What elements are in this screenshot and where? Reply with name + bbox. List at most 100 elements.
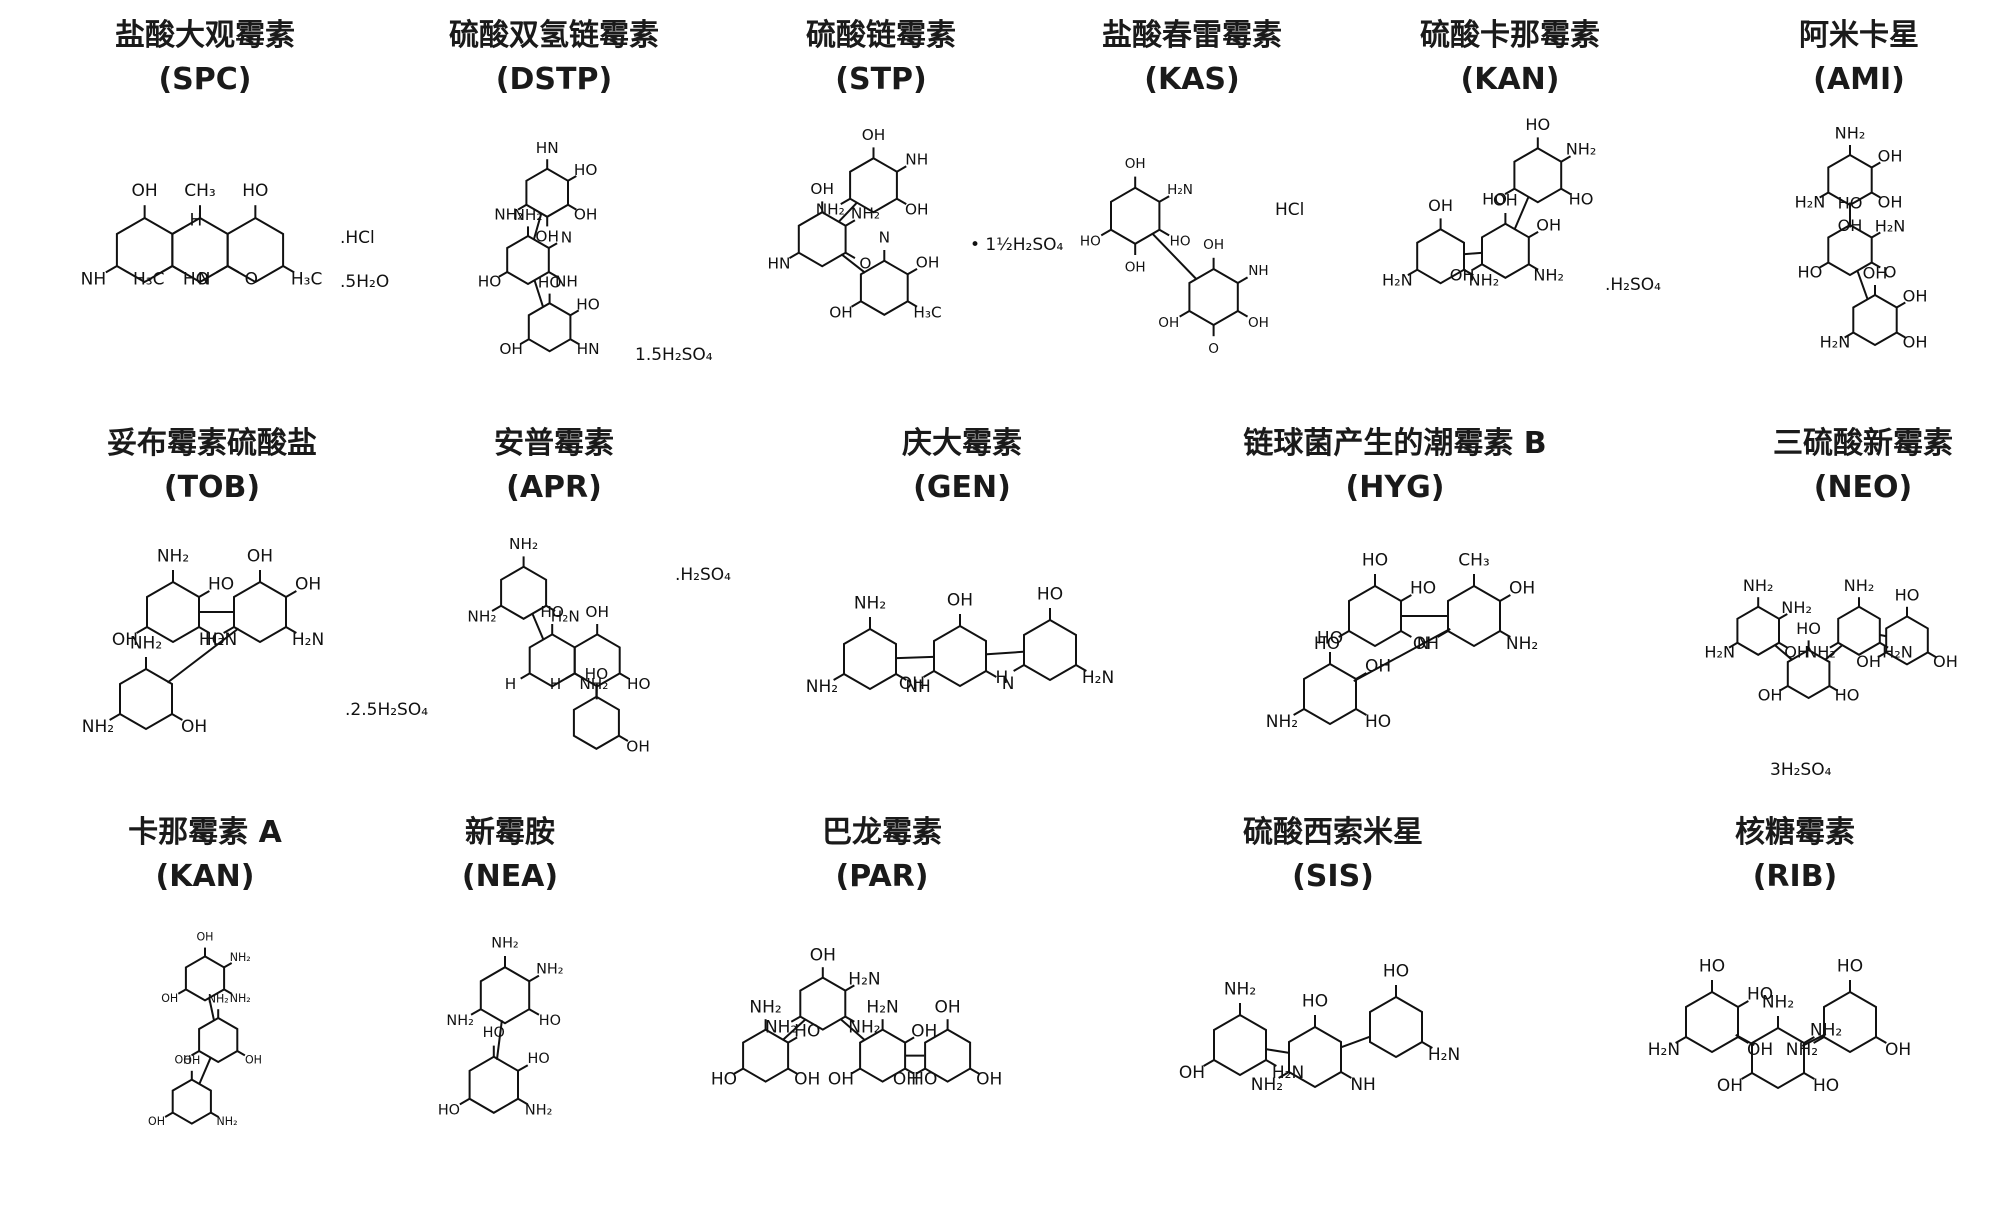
- atom-label: HN: [767, 255, 790, 273]
- atom-label: OH: [1758, 686, 1783, 705]
- atom-label: H₂N: [1882, 643, 1913, 662]
- atom-label: NH₂: [536, 961, 563, 977]
- atom-label: OH: [1413, 634, 1439, 654]
- atom-label: OH: [1428, 196, 1453, 215]
- substituent-bond: [1871, 261, 1881, 269]
- atom-label: OH: [1878, 146, 1903, 165]
- atom-label: OH: [1933, 652, 1958, 671]
- atom-label: NH₂: [1506, 634, 1538, 654]
- substituent-bond: [904, 1036, 915, 1044]
- substituent-bond: [1675, 1036, 1687, 1044]
- substituent-bond: [210, 1111, 219, 1118]
- atom-label: OH: [1885, 1040, 1911, 1060]
- link-bond: [1151, 233, 1197, 280]
- substituent-bond: [548, 242, 558, 249]
- atom-label: OH: [247, 547, 273, 567]
- substituent-bond: [1400, 594, 1412, 602]
- ring: [1786, 648, 1831, 700]
- salt-label: .H₂SO₄: [1605, 275, 1661, 295]
- atom-label: NH₂: [157, 547, 189, 567]
- salt-label: .HCl: [340, 228, 375, 248]
- substituent-bond: [1158, 195, 1170, 203]
- atom-label: NH: [1248, 263, 1268, 279]
- substituent-bond: [198, 626, 210, 634]
- atom-label: OH: [1125, 260, 1146, 276]
- atom-label: NH₂: [1781, 598, 1812, 617]
- ring: [1348, 584, 1402, 648]
- atom-label: HO: [538, 273, 562, 291]
- substituent-bond: [574, 672, 585, 680]
- atom-label: NH₂: [446, 1013, 473, 1029]
- substituent-bond: [845, 251, 856, 259]
- ring: [1288, 1025, 1342, 1089]
- atom-label: HO: [1747, 984, 1773, 1004]
- substituent-bond: [1338, 630, 1350, 638]
- salt-label: 1.5H₂SO₄: [635, 345, 713, 365]
- compound-name: 硫酸西索米星: [1243, 815, 1423, 850]
- atom-label: OH: [1203, 237, 1224, 253]
- atom-label: NH: [81, 270, 107, 290]
- atom-label: H₂N: [1820, 333, 1851, 352]
- atom-label: HO: [1895, 586, 1920, 605]
- substituent-bond: [1203, 1059, 1215, 1067]
- atom-label: NH₂: [513, 206, 542, 224]
- substituent-bond: [851, 300, 862, 308]
- substituent-bond: [845, 219, 856, 227]
- substituent-bond: [1828, 685, 1839, 692]
- atom-label: NH₂: [525, 1103, 552, 1119]
- atom-label: NH₂: [230, 951, 251, 964]
- compound-abbr: (NEA): [462, 859, 558, 894]
- atom-label: O: [1884, 263, 1897, 282]
- substituent-bond: [198, 590, 210, 598]
- atom-label: OH: [1248, 315, 1269, 331]
- substituent-bond: [1844, 331, 1854, 339]
- atom-label: OH: [295, 574, 321, 594]
- ring: [1110, 186, 1161, 245]
- atom-label: OH: [935, 998, 961, 1018]
- substituent-bond: [227, 265, 240, 274]
- substituent-bond: [1340, 1071, 1352, 1079]
- atom-label: HO: [183, 270, 209, 290]
- substituent-bond: [223, 626, 235, 634]
- atom-label: H₂N: [866, 998, 898, 1018]
- atom-label: HO: [478, 273, 502, 291]
- atom-label: OH: [828, 1070, 854, 1090]
- substituent-bond: [1728, 641, 1738, 649]
- substituent-bond: [1896, 301, 1906, 309]
- atom-label: H₂N: [1428, 1045, 1460, 1065]
- atom-label: HO: [1838, 193, 1863, 212]
- atom-label: N: [198, 270, 211, 290]
- atom-label: OH: [829, 303, 853, 321]
- compound-abbr: (APR): [506, 470, 602, 505]
- substituent-bond: [1013, 664, 1025, 672]
- atom-label: HO: [1170, 234, 1191, 250]
- substituent-bond: [1875, 1036, 1887, 1044]
- compound-abbr: (TOB): [164, 470, 260, 505]
- atom-label: H₂N: [1795, 193, 1826, 212]
- substituent-bond: [528, 1008, 540, 1016]
- compound-name: 盐酸春雷霉素: [1102, 18, 1282, 53]
- atom-label: NH: [905, 151, 928, 169]
- atom-label: NH₂: [491, 935, 518, 951]
- atom-label: NH₂: [1835, 123, 1866, 142]
- ring: [1416, 228, 1465, 285]
- atom-label: HO: [1365, 712, 1391, 732]
- atom-label: OH: [947, 591, 973, 611]
- atom-label: H₂N: [1648, 1040, 1680, 1060]
- atom-label: OH: [1717, 1076, 1743, 1096]
- substituent-bond: [216, 265, 229, 274]
- substituent-bond: [619, 672, 630, 680]
- atom-label: NH₂: [217, 1115, 238, 1128]
- substituent-bond: [896, 197, 907, 205]
- link-bond: [531, 613, 545, 640]
- atom-label: OH: [1179, 1063, 1205, 1083]
- substituent-bond: [1355, 708, 1367, 716]
- atom-label: NH₂: [82, 717, 114, 737]
- substituent-bond: [109, 713, 121, 721]
- atom-label: H: [550, 675, 562, 693]
- atom-label: H₂N: [1704, 643, 1735, 662]
- substituent-bond: [1075, 664, 1087, 672]
- ring: [799, 976, 847, 1031]
- substituent-bond: [236, 1050, 246, 1057]
- ring: [924, 1028, 972, 1083]
